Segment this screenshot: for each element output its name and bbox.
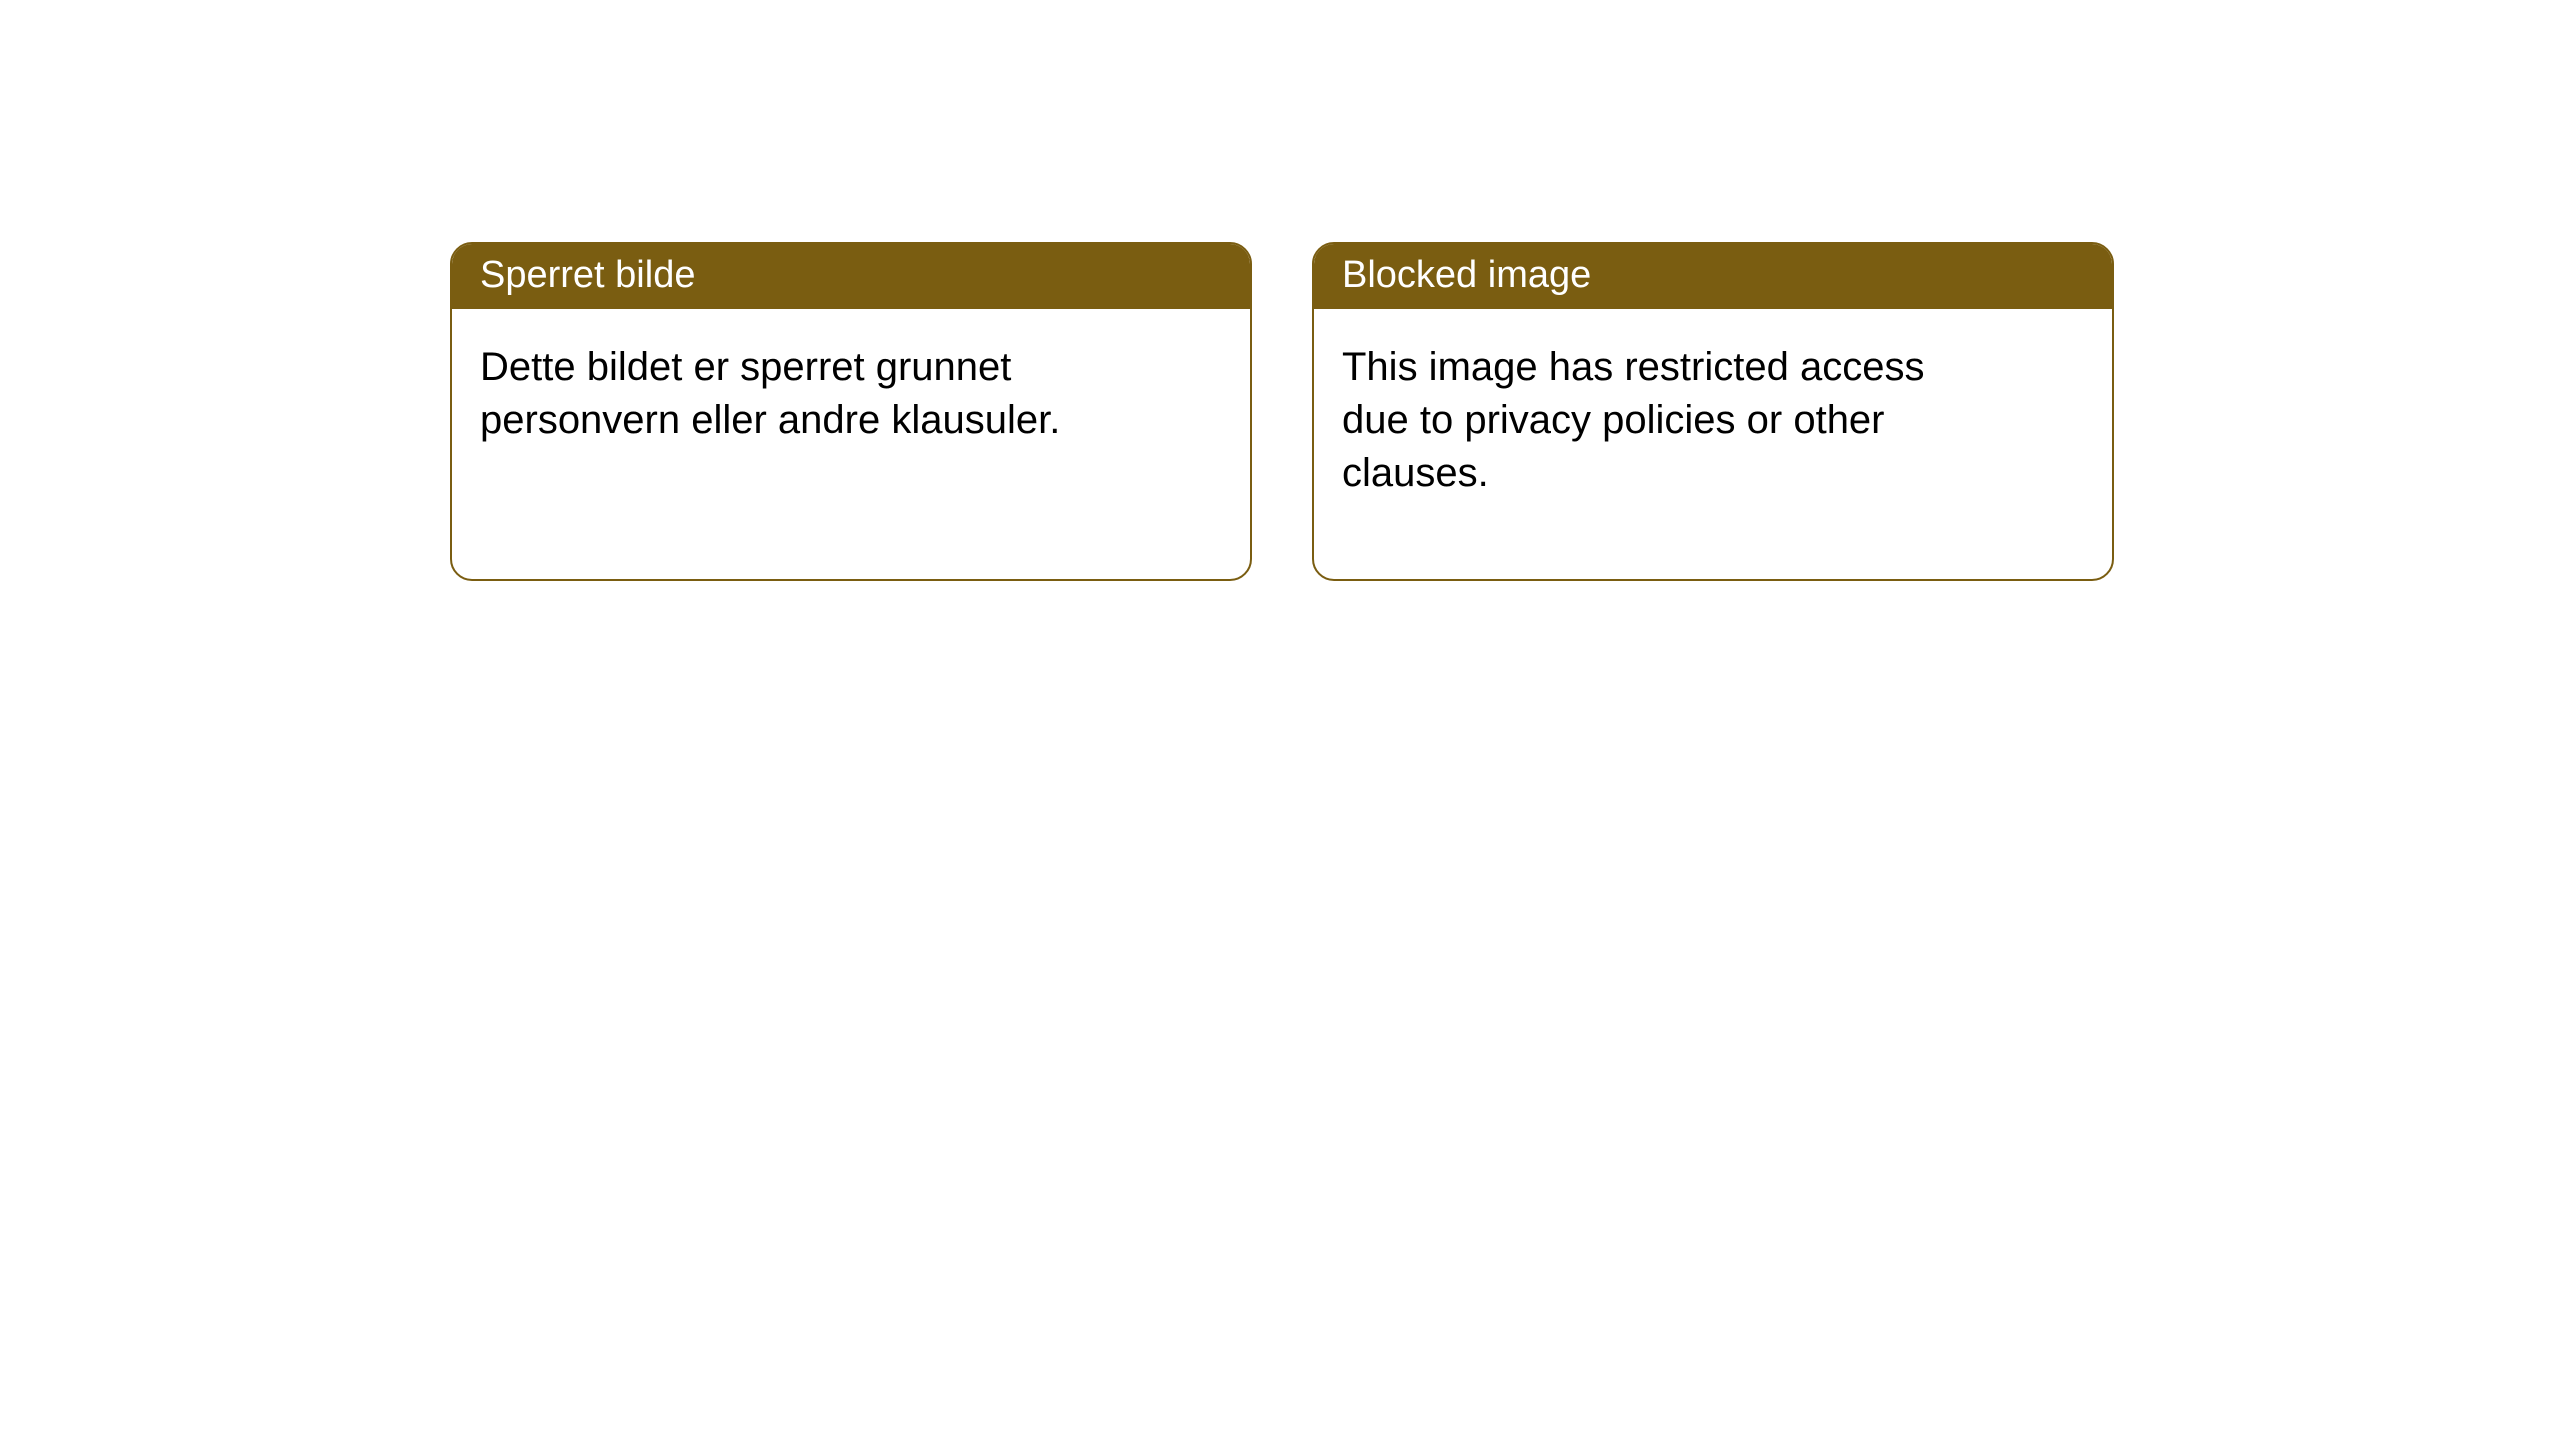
notice-body: Dette bildet er sperret grunnet personve… xyxy=(452,309,1250,527)
notice-body: This image has restricted access due to … xyxy=(1314,309,2112,579)
notice-card-english: Blocked image This image has restricted … xyxy=(1312,242,2114,581)
notice-header: Blocked image xyxy=(1314,244,2112,309)
notice-card-norwegian: Sperret bilde Dette bildet er sperret gr… xyxy=(450,242,1252,581)
notice-container: Sperret bilde Dette bildet er sperret gr… xyxy=(0,0,2560,581)
notice-header: Sperret bilde xyxy=(452,244,1250,309)
